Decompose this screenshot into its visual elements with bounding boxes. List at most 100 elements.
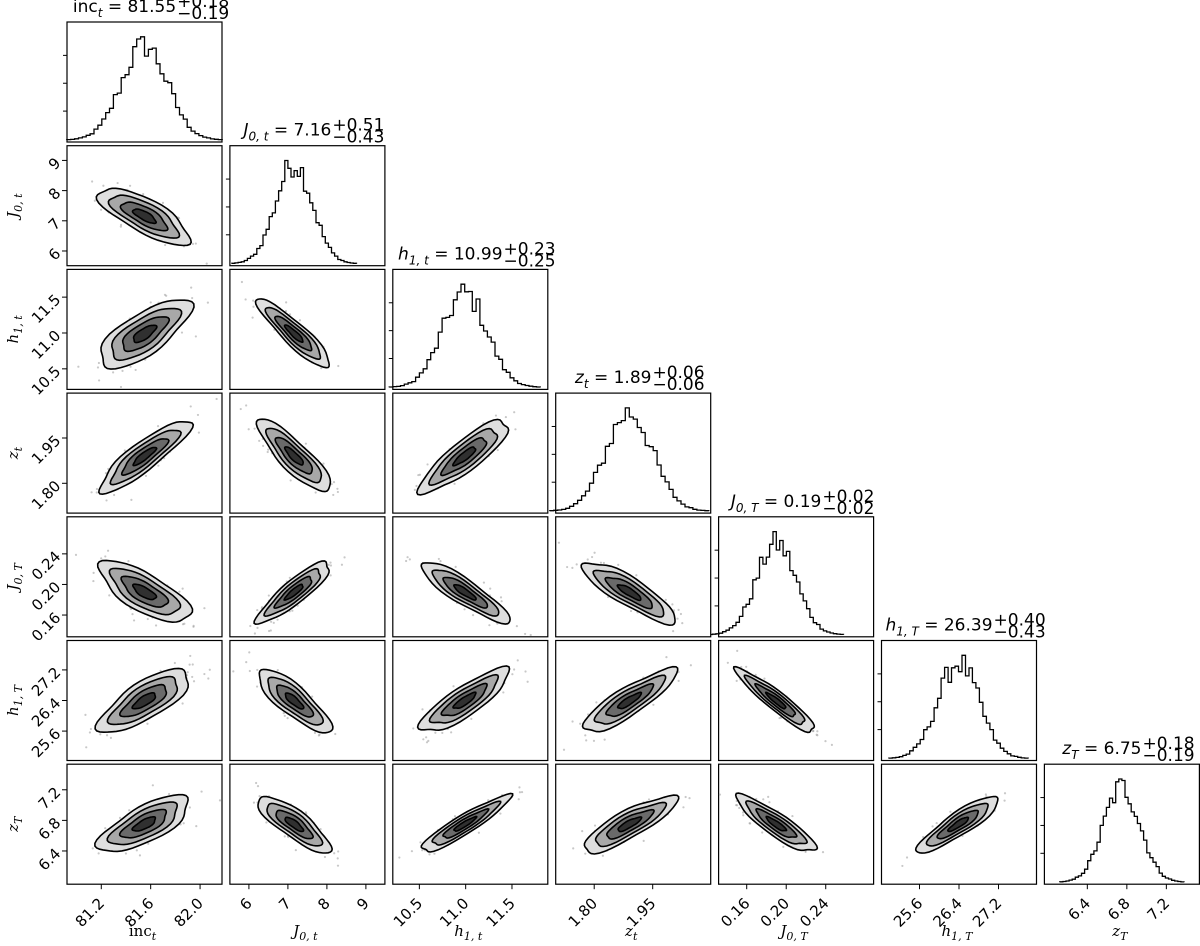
sample-point bbox=[585, 739, 588, 742]
sample-point bbox=[635, 574, 638, 577]
sample-point bbox=[816, 730, 819, 733]
sample-point bbox=[336, 487, 339, 490]
sample-point bbox=[676, 617, 679, 620]
title-h1_t: h1, t = 10.99 bbox=[398, 244, 502, 267]
x-tick-label: 6 bbox=[236, 894, 255, 913]
sample-point bbox=[256, 785, 260, 788]
sample-point bbox=[336, 864, 340, 867]
histogram-inc_t: inct = 81.55 +0.18−0.19 bbox=[63, 0, 229, 143]
sample-point bbox=[581, 830, 584, 833]
sample-point bbox=[343, 556, 346, 559]
contour-0.5σ bbox=[132, 324, 158, 344]
sample-point bbox=[138, 854, 142, 857]
y-tick-label: 26.4 bbox=[28, 694, 64, 730]
sample-point bbox=[405, 559, 408, 563]
sample-point bbox=[88, 731, 91, 734]
sample-point bbox=[931, 825, 934, 828]
scatter-inc_t-vs-J0_t: 6 7 8 9 J0, t bbox=[4, 145, 223, 267]
sample-point bbox=[599, 561, 603, 564]
sample-point bbox=[182, 822, 185, 825]
sample-point bbox=[454, 565, 457, 568]
sample-point bbox=[267, 448, 270, 451]
sample-point bbox=[91, 847, 94, 850]
sample-point bbox=[131, 612, 134, 616]
title-inc_t: inct = 81.55 bbox=[73, 0, 176, 20]
sample-point bbox=[433, 852, 436, 855]
sample-point bbox=[419, 841, 422, 844]
sample-point bbox=[248, 651, 251, 654]
sample-point bbox=[740, 665, 743, 669]
title-plus-inc_t: +0.18 bbox=[177, 0, 229, 12]
x-axis-z_T: 6.4 6.8 7.2 zT bbox=[1065, 884, 1173, 943]
title-plus-J0_t: +0.51 bbox=[332, 116, 384, 136]
scatter-J0_t-vs-h1_t bbox=[229, 268, 386, 390]
sample-point bbox=[762, 798, 765, 801]
sample-point bbox=[735, 679, 738, 682]
sample-point bbox=[283, 835, 286, 838]
sample-point bbox=[118, 816, 122, 819]
sample-point bbox=[106, 549, 110, 552]
sample-point bbox=[595, 701, 598, 704]
y-tick-label: 6.4 bbox=[35, 845, 65, 875]
sample-point bbox=[190, 286, 193, 289]
sample-point bbox=[188, 806, 191, 809]
histogram-J0_t: J0, t = 7.16 +0.51−0.43 bbox=[225, 116, 386, 267]
y-tick-label: 6.8 bbox=[35, 814, 65, 844]
contour-0.5σ bbox=[617, 816, 643, 833]
sample-point bbox=[453, 815, 457, 818]
sample-point bbox=[91, 180, 94, 183]
sample-point bbox=[123, 449, 126, 452]
x-tick-label: 6.8 bbox=[1104, 894, 1134, 924]
y-tick-label: 8 bbox=[45, 184, 64, 203]
sample-point bbox=[256, 668, 259, 672]
histogram-h1_t: h1, t = 10.99 +0.23−0.25 bbox=[388, 239, 556, 390]
sample-point bbox=[256, 626, 259, 629]
panel-frame bbox=[392, 268, 549, 390]
sample-point bbox=[664, 598, 667, 601]
scatter-z_t-vs-z_T bbox=[555, 763, 712, 885]
sample-point bbox=[584, 734, 587, 737]
sample-point bbox=[329, 561, 332, 564]
contour-0.5σ bbox=[284, 816, 305, 833]
sample-point bbox=[161, 201, 165, 204]
sample-point bbox=[511, 673, 514, 676]
sample-point bbox=[173, 661, 176, 665]
panel-frame bbox=[229, 145, 386, 267]
scatter-h1_t-vs-z_T bbox=[392, 763, 549, 885]
sample-point bbox=[289, 479, 292, 482]
sample-point bbox=[437, 557, 440, 561]
sample-point bbox=[253, 632, 256, 635]
panel-frame bbox=[717, 516, 875, 638]
sample-point bbox=[745, 665, 748, 668]
sample-point bbox=[571, 720, 574, 723]
sample-point bbox=[154, 624, 158, 627]
contour-0.5σ bbox=[765, 815, 788, 832]
sample-point bbox=[688, 797, 691, 800]
sample-point bbox=[470, 717, 473, 720]
sample-point bbox=[258, 439, 261, 442]
contour-0.5σ bbox=[131, 208, 158, 225]
sample-point bbox=[318, 733, 321, 736]
sample-point bbox=[571, 566, 574, 569]
sample-point bbox=[689, 664, 692, 667]
sample-point bbox=[272, 621, 275, 624]
sample-point bbox=[413, 488, 416, 491]
sample-point bbox=[477, 831, 480, 834]
sample-point bbox=[782, 845, 785, 848]
sample-point bbox=[811, 730, 815, 733]
histogram-steps bbox=[231, 159, 358, 264]
contour-0.5σ bbox=[131, 692, 157, 710]
sample-point bbox=[520, 790, 524, 794]
x-tick-label: 8 bbox=[314, 894, 333, 913]
sample-point bbox=[313, 731, 317, 734]
sample-point bbox=[586, 558, 589, 561]
sample-point bbox=[518, 791, 522, 794]
sample-point bbox=[767, 795, 770, 798]
sample-point bbox=[146, 617, 149, 621]
sample-point bbox=[748, 822, 751, 825]
sample-point bbox=[84, 713, 87, 716]
